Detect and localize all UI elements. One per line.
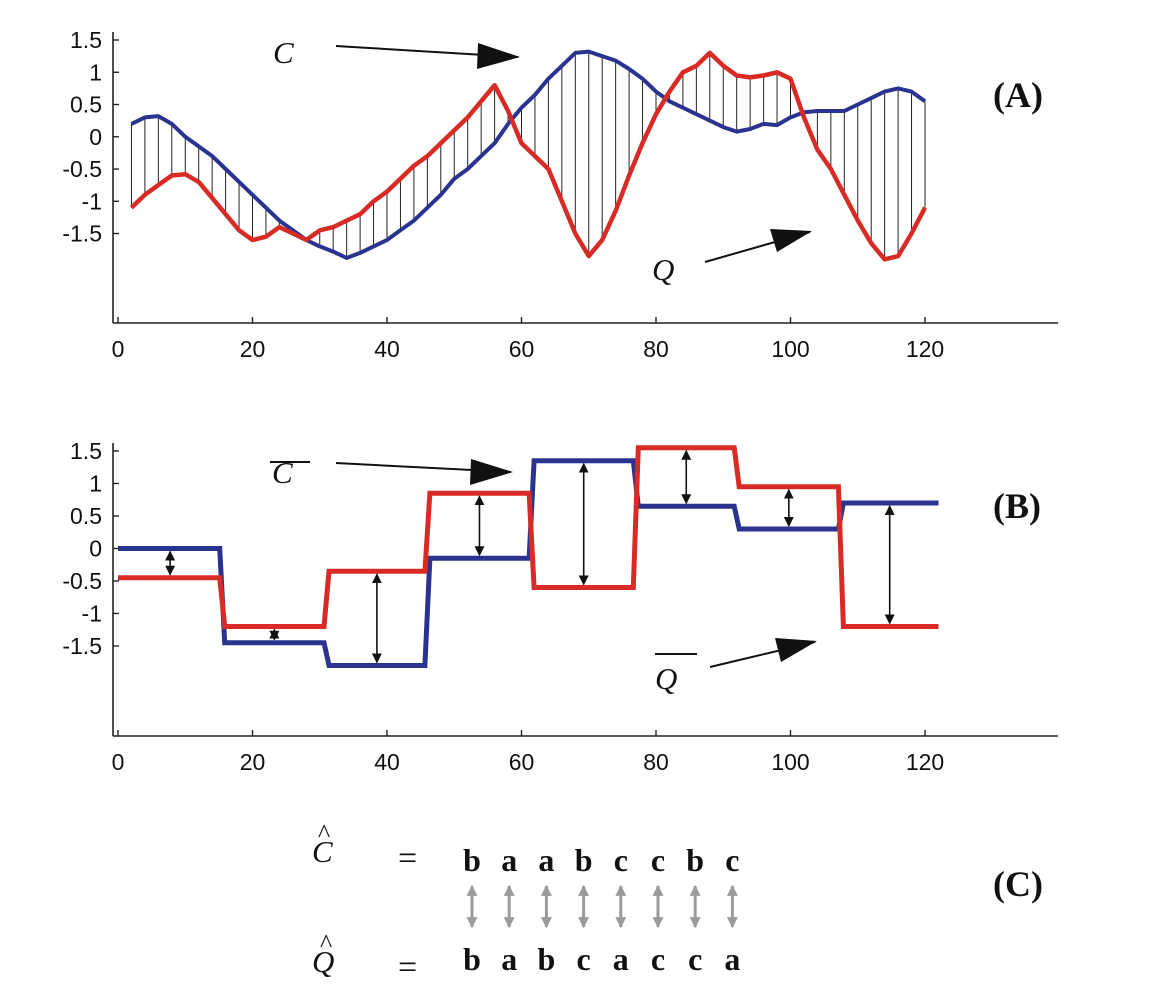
panel-a-y-ticks: 1.5 1 0.5 0 -0.5 -1 -1.5 <box>62 27 119 247</box>
q-hat-symbol: Q <box>312 944 334 979</box>
panel-a-x-tick-label: 0 <box>112 336 125 362</box>
panel-b-x-tick-label: 60 <box>509 749 535 775</box>
panel-b-label: (B) <box>993 486 1041 526</box>
panel-b-y-ticks: 1.5 1 0.5 0 -0.5 -1 -1.5 <box>62 438 119 659</box>
panel-a-hatch <box>130 51 926 260</box>
q-word-letter: a <box>724 941 740 977</box>
q-word-letter: a <box>501 941 517 977</box>
panel-a-y-tick-label: 0.5 <box>70 92 102 118</box>
series-q-line <box>129 50 927 262</box>
panel-c-label: (C) <box>993 864 1043 904</box>
q-word-letter: b <box>538 941 556 977</box>
q-equals-sign: = <box>398 949 417 986</box>
panel-b-y-tick-label: 1.5 <box>70 438 102 464</box>
q-word-letter: a <box>613 941 629 977</box>
panel-a-y-tick-label: -1 <box>82 188 102 214</box>
panel-b-y-tick-label: -0.5 <box>62 568 102 594</box>
panel-a-y-tick-label: -1.5 <box>62 221 102 247</box>
panel-a-x-tick-label: 100 <box>771 336 809 362</box>
c-word-letter: b <box>463 842 481 878</box>
panel-a-x-tick-label: 80 <box>643 336 669 362</box>
c-word-letter: b <box>575 842 593 878</box>
panel-b-y-tick-label: -1 <box>82 600 102 626</box>
series-c-bar-label: C <box>272 455 293 490</box>
panel-a-x-ticks: 0 20 40 60 80 100 120 <box>112 317 944 362</box>
q-word-letter: b <box>463 941 481 977</box>
panel-b-y-tick-label: 0.5 <box>70 503 102 529</box>
c-hat-symbol: C <box>312 834 333 869</box>
symbol-links <box>466 884 738 929</box>
panel-a-x-tick-label: 120 <box>906 336 944 362</box>
c-word-letter: a <box>501 842 517 878</box>
panel-b-x-ticks: 0 20 40 60 80 100 120 <box>112 730 944 775</box>
panel-b-y-tick-label: 0 <box>89 535 102 561</box>
panel-a-x-tick-label: 40 <box>374 336 400 362</box>
series-c-bar-pointer-head <box>470 459 513 485</box>
panel-a-y-tick-label: 1 <box>89 59 102 85</box>
c-word-letter: a <box>538 842 554 878</box>
series-q-bar-pointer-head <box>775 638 817 662</box>
q-hat-accent: ^ <box>320 929 332 958</box>
series-q-label: Q <box>652 252 674 287</box>
panel-b-distance-arrows <box>165 449 895 664</box>
panel-a-x-tick-label: 20 <box>240 336 266 362</box>
panel-b-y-tick-label: -1.5 <box>62 633 102 659</box>
series-c-line <box>130 49 927 260</box>
c-word-letter: c <box>614 842 628 878</box>
c-word-letter: c <box>725 842 739 878</box>
series-q-bar-label: Q <box>655 661 677 696</box>
panel-b-x-tick-label: 120 <box>906 749 944 775</box>
q-word-letter: c <box>651 941 665 977</box>
c-word-letter: c <box>651 842 665 878</box>
panel-a-x-tick-label: 60 <box>509 336 535 362</box>
panel-a: 0 20 40 60 80 100 120 1.5 1 0.5 0 -0.5 -1 -1.5 C Q (… <box>62 27 1058 362</box>
panel-a-y-tick-label: 1.5 <box>70 27 102 53</box>
series-q-bar-line <box>118 445 939 629</box>
c-word-letter: b <box>686 842 704 878</box>
q-word-letter: c <box>576 941 590 977</box>
panel-b-x-tick-label: 100 <box>771 749 809 775</box>
series-c-label: C <box>273 35 294 70</box>
series-c-pointer-head <box>477 43 520 69</box>
panel-a-label: (A) <box>993 75 1043 115</box>
c-hat-accent: ^ <box>318 819 330 848</box>
panel-a-y-tick-label: 0 <box>89 124 102 150</box>
panel-b: 0 20 40 60 80 100 120 1.5 1 0.5 0 -0.5 -1 -1.5 C Q (… <box>62 438 1058 775</box>
panel-b-y-tick-label: 1 <box>89 470 102 496</box>
q-word-letter: c <box>688 941 702 977</box>
panel-b-x-tick-label: 0 <box>112 749 125 775</box>
panel-a-y-tick-label: -0.5 <box>62 156 102 182</box>
series-q-pointer-head <box>770 229 812 252</box>
panel-b-x-tick-label: 40 <box>374 749 400 775</box>
c-equals-sign: = <box>398 840 417 877</box>
panel-b-x-tick-label: 80 <box>643 749 669 775</box>
panel-b-x-tick-label: 20 <box>240 749 266 775</box>
